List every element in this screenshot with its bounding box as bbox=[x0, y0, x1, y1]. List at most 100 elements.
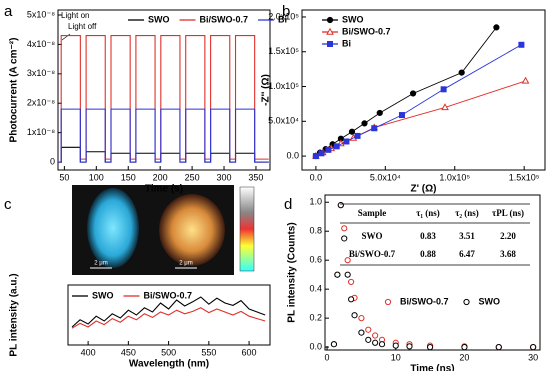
series-line bbox=[315, 44, 522, 157]
y-axis-label: Photocurrent (A cm⁻²) bbox=[9, 38, 20, 143]
legend-label: Bi/SWO-0.7 bbox=[400, 296, 449, 306]
series-line bbox=[71, 307, 266, 329]
marker bbox=[326, 16, 334, 24]
y-tick-label: 0.0 bbox=[286, 150, 299, 160]
series-line bbox=[315, 80, 526, 157]
y-tick-label: 1.0x10⁵ bbox=[268, 81, 299, 91]
marker bbox=[351, 312, 358, 319]
marker bbox=[530, 344, 537, 351]
x-tick-label: 1.0x10⁵ bbox=[439, 172, 470, 182]
panel-letter: d bbox=[284, 196, 292, 213]
marker bbox=[398, 112, 405, 119]
y-tick-label: 0 bbox=[50, 156, 55, 166]
x-tick-label: 350 bbox=[248, 172, 263, 182]
x-tick-label: 10 bbox=[391, 352, 401, 362]
x-tick-label: 500 bbox=[161, 347, 176, 357]
marker bbox=[334, 271, 341, 278]
table-cell: 0.88 bbox=[420, 249, 436, 259]
table-header: Sample bbox=[358, 208, 387, 218]
marker bbox=[409, 90, 417, 97]
marker bbox=[392, 342, 399, 349]
panel-letter: c bbox=[4, 196, 12, 213]
table-header: τ₂ (ns) bbox=[455, 208, 479, 218]
scale-label: 2 μm bbox=[94, 261, 107, 267]
table-cell: 3.51 bbox=[459, 231, 475, 241]
x-tick-label: 300 bbox=[217, 172, 232, 182]
legend-label: Bi/SWO-0.7 bbox=[342, 26, 391, 36]
marker bbox=[327, 41, 333, 47]
legend-label: SWO bbox=[92, 290, 114, 300]
y-tick-label: 1x10⁻⁸ bbox=[27, 127, 55, 137]
plot-frame bbox=[57, 9, 271, 171]
legend-label: Bi/SWO-0.7 bbox=[200, 14, 249, 24]
marker bbox=[521, 76, 530, 84]
y-tick-label: 0.2 bbox=[309, 313, 322, 323]
series-line bbox=[71, 296, 266, 328]
panel-letter: b bbox=[282, 3, 290, 20]
table-cell: 2.20 bbox=[500, 231, 516, 241]
annotation-arrow bbox=[61, 33, 71, 41]
marker bbox=[376, 109, 383, 117]
annotation: Light off bbox=[68, 22, 97, 31]
y-tick-label: 0.0 bbox=[309, 341, 322, 351]
table-cell: 6.47 bbox=[459, 249, 475, 259]
y-tick-label: 5x10⁻⁸ bbox=[27, 9, 55, 19]
series-line bbox=[58, 108, 269, 163]
table-cell: 3.68 bbox=[500, 249, 516, 259]
marker bbox=[348, 278, 355, 286]
marker bbox=[344, 257, 351, 264]
marker bbox=[426, 344, 434, 351]
x-tick-label: 200 bbox=[153, 172, 168, 182]
x-tick-label: 30 bbox=[528, 352, 538, 362]
x-tick-label: 20 bbox=[459, 352, 469, 362]
y-tick-label: 1.0 bbox=[309, 197, 322, 207]
marker bbox=[406, 343, 413, 350]
marker bbox=[518, 41, 525, 48]
panel-letter: a bbox=[4, 3, 13, 20]
x-tick-label: 100 bbox=[89, 172, 104, 182]
y-tick-label: 0.4 bbox=[309, 284, 322, 294]
marker bbox=[341, 225, 348, 232]
plot-frame bbox=[301, 9, 546, 171]
y-tick-label: 5.0x10⁴ bbox=[268, 116, 299, 126]
x-tick-label: 450 bbox=[121, 347, 136, 357]
table-cell: Bi/SWO-0.7 bbox=[349, 249, 396, 259]
y-tick-label: 0.6 bbox=[309, 255, 322, 265]
marker bbox=[343, 138, 350, 145]
marker bbox=[354, 132, 361, 139]
blue-particle bbox=[87, 188, 139, 268]
series-line bbox=[58, 146, 269, 163]
y-tick-label: 2x10⁻⁸ bbox=[27, 98, 55, 108]
y-axis-label: PL intensity (a.u.) bbox=[9, 273, 20, 356]
annotation: Light on bbox=[61, 11, 89, 20]
marker bbox=[348, 296, 355, 303]
marker bbox=[344, 271, 351, 278]
marker bbox=[372, 339, 379, 346]
plot-frame bbox=[324, 194, 541, 351]
y-tick-label: 3x10⁻⁸ bbox=[27, 68, 55, 78]
y-tick-label: 0.8 bbox=[309, 226, 322, 236]
y-axis-label: -Z'' (Ω) bbox=[261, 74, 272, 106]
marker bbox=[441, 103, 449, 111]
legend-label: SWO bbox=[479, 296, 501, 306]
marker bbox=[371, 125, 378, 132]
marker bbox=[384, 298, 392, 306]
marker bbox=[325, 146, 332, 153]
table-header: τ₁ (ns) bbox=[416, 208, 440, 218]
marker bbox=[358, 315, 365, 322]
legend-label: Bi bbox=[342, 38, 351, 48]
marker bbox=[337, 202, 344, 209]
marker bbox=[326, 27, 334, 35]
x-axis-label: Time (ns) bbox=[410, 364, 454, 371]
marker bbox=[330, 341, 338, 348]
marker bbox=[495, 344, 502, 351]
y-tick-label: 2.0x10⁵ bbox=[268, 11, 299, 21]
marker bbox=[458, 69, 465, 76]
marker bbox=[440, 86, 447, 93]
marker bbox=[333, 143, 340, 150]
marker bbox=[358, 329, 365, 336]
marker bbox=[341, 235, 348, 242]
x-tick-label: 550 bbox=[201, 347, 216, 357]
y-tick-label: 4x10⁻⁸ bbox=[27, 39, 55, 49]
